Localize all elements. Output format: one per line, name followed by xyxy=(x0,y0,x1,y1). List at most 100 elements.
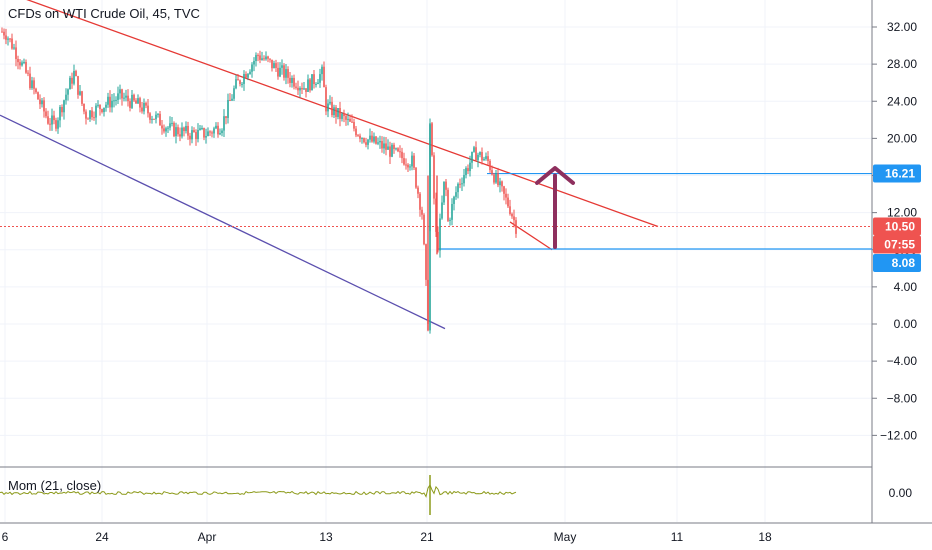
candle-body xyxy=(395,148,397,150)
candle-body xyxy=(233,88,235,99)
candle-body xyxy=(489,160,491,171)
candle-body xyxy=(137,98,139,104)
candle-body xyxy=(85,111,87,119)
candle-body xyxy=(369,135,371,140)
candle-body xyxy=(19,62,21,66)
badge-level-high-bg xyxy=(873,164,921,183)
candle-body xyxy=(495,173,497,183)
candle-body xyxy=(457,183,459,193)
candle-body xyxy=(329,101,331,104)
candle-body xyxy=(57,120,59,129)
candle-body xyxy=(173,122,175,137)
trendline[interactable] xyxy=(0,0,659,228)
candle-body xyxy=(249,71,251,75)
candle-body xyxy=(215,125,217,129)
indicator-label: Mom (21, close) xyxy=(8,478,101,493)
candle-body xyxy=(37,92,39,100)
candle-body xyxy=(71,77,73,84)
candle-body xyxy=(211,132,213,134)
candle-body xyxy=(449,219,451,221)
candle-body xyxy=(7,38,9,40)
candle-body xyxy=(65,94,67,101)
candle-body xyxy=(475,147,477,161)
candle-body xyxy=(397,148,399,152)
candle-body xyxy=(295,86,297,88)
candle-body xyxy=(355,128,357,136)
candle-body xyxy=(33,80,35,89)
candle-body xyxy=(77,76,79,95)
candle-body xyxy=(399,151,401,153)
candle-body xyxy=(421,209,423,215)
candle-body xyxy=(337,108,339,117)
candle-body xyxy=(447,189,449,221)
candle-body xyxy=(503,186,505,194)
candle-body xyxy=(291,77,293,83)
candle-body xyxy=(159,113,161,126)
badge-countdown-bg xyxy=(873,235,921,254)
candle-body xyxy=(185,125,187,132)
candle-body xyxy=(443,181,445,203)
candle-body xyxy=(139,98,141,108)
candle-body xyxy=(63,100,65,113)
y-tick-label: −8.00 xyxy=(887,391,918,405)
candle-body xyxy=(383,143,385,149)
candle-body xyxy=(415,167,417,188)
candle-body xyxy=(345,116,347,120)
candle-body xyxy=(333,107,335,116)
candle-body xyxy=(411,155,413,167)
candle-body xyxy=(179,134,181,137)
candle-body xyxy=(243,73,245,84)
x-tick-label: May xyxy=(554,530,577,544)
candle-body xyxy=(141,107,143,112)
candle-body xyxy=(343,113,345,117)
candle-body xyxy=(157,113,159,115)
candle-body xyxy=(169,123,171,128)
candle-body xyxy=(293,77,295,87)
candle-body xyxy=(331,101,333,116)
candle-body xyxy=(101,109,103,113)
x-tick-label: Apr xyxy=(198,530,217,544)
candle-body xyxy=(191,130,193,140)
grid xyxy=(0,0,872,522)
candle-body xyxy=(97,104,99,106)
candle-body xyxy=(305,88,307,92)
candle-body xyxy=(47,116,49,124)
candle-body xyxy=(29,73,31,89)
candle-body xyxy=(107,96,109,105)
candle-body xyxy=(131,94,133,108)
candle-body xyxy=(225,116,227,118)
x-tick-label: 24 xyxy=(95,530,109,544)
candle-body xyxy=(95,105,97,118)
candle-body xyxy=(237,79,239,81)
candle-body xyxy=(17,58,19,63)
trendline[interactable] xyxy=(0,114,446,330)
candle-body xyxy=(303,88,305,90)
candle-body xyxy=(147,105,149,114)
x-tick-label: 11 xyxy=(671,530,684,544)
candle-body xyxy=(43,100,45,112)
y-tick-label: −12.00 xyxy=(880,428,917,442)
candle-body xyxy=(117,93,119,100)
candle-body xyxy=(49,123,51,125)
candle-body xyxy=(79,91,81,95)
arrow-head[interactable] xyxy=(535,166,575,185)
candle-body xyxy=(39,99,41,105)
candle-body xyxy=(341,113,343,119)
candle-body xyxy=(105,104,107,108)
candle-body xyxy=(235,79,237,89)
candle-body xyxy=(319,74,321,83)
time-axis[interactable]: 6 24 Apr 13 21 May 11 18 xyxy=(2,530,772,544)
candle-body xyxy=(175,127,177,137)
candle-body xyxy=(241,83,243,85)
arrow-annotation[interactable] xyxy=(535,166,575,250)
candle-body xyxy=(349,118,351,122)
candle-body xyxy=(45,111,47,117)
candle-body xyxy=(87,118,89,120)
y-tick-label: 32.00 xyxy=(887,20,917,34)
candle-body xyxy=(487,156,489,161)
candle-body xyxy=(363,137,365,143)
candle-body xyxy=(69,77,71,90)
badge-level-low-bg xyxy=(873,254,921,273)
candle-body xyxy=(11,38,13,49)
